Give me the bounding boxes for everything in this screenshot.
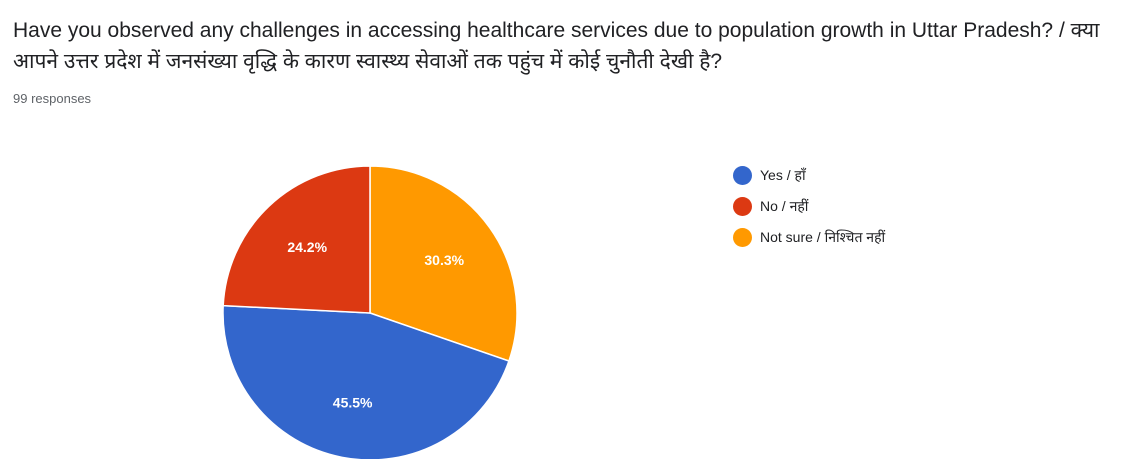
pie-slice-yes[interactable] xyxy=(222,304,510,459)
question-title: Have you observed any challenges in acce… xyxy=(13,19,1100,73)
legend-swatch-no xyxy=(733,196,752,216)
chart-legend: Yes / हाँ No / नहीं Not sure / निश्चित न… xyxy=(733,164,885,257)
legend-label-not-sure: Not sure / निश्चित नहीं xyxy=(760,228,886,245)
legend-item-yes[interactable]: Yes / हाँ xyxy=(733,164,885,186)
legend-label-yes: Yes / हाँ xyxy=(760,166,806,183)
legend-swatch-not-sure xyxy=(733,227,752,247)
pie-label-yes: 45.5% xyxy=(333,394,373,410)
pie-slice-not-sure[interactable] xyxy=(369,165,518,363)
pie-label-not-sure: 30.3% xyxy=(424,252,464,268)
response-count: 99 responses xyxy=(13,91,92,106)
legend-item-no[interactable]: No / नहीं xyxy=(733,195,885,217)
pie-label-no: 24.2% xyxy=(287,239,327,255)
legend-swatch-yes xyxy=(733,165,752,185)
pie-slice-no[interactable] xyxy=(222,165,371,314)
legend-item-not-sure[interactable]: Not sure / निश्चित नहीं xyxy=(733,226,885,248)
legend-label-no: No / नहीं xyxy=(760,197,809,214)
